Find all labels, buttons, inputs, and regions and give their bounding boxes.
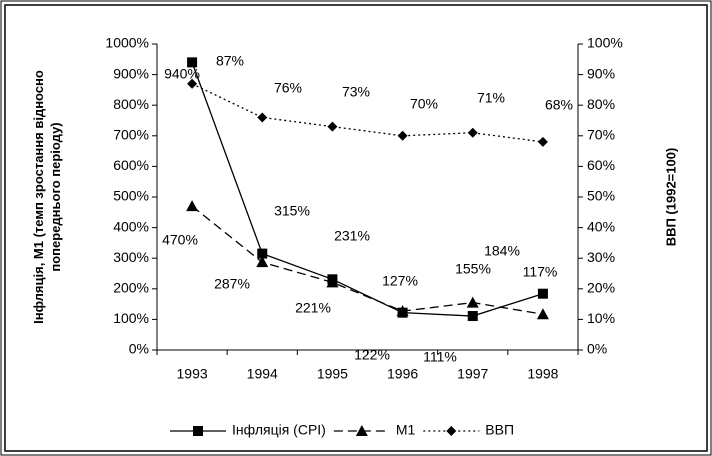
data-label: 940% (164, 66, 200, 82)
y2-tick-label: 50% (587, 188, 615, 204)
data-label: 87% (216, 53, 244, 69)
x-tick-label: 1993 (177, 366, 208, 382)
y2-axis-title: ВВП (1992=100) (663, 148, 678, 247)
data-label: 122% (354, 347, 390, 363)
y2-tick-label: 10% (587, 310, 615, 326)
marker (466, 296, 479, 308)
x-tick-label: 1998 (527, 366, 558, 382)
marker (187, 78, 198, 89)
x-tick-label: 1995 (317, 366, 348, 382)
y-tick-label: 800% (113, 96, 149, 112)
y-axis-title: Інфляція, М1 (темп зростання відносно поп… (31, 70, 63, 324)
marker (396, 305, 409, 317)
marker (537, 136, 548, 147)
marker (446, 426, 457, 436)
data-label: 315% (274, 203, 310, 219)
y2-tick-label: 100% (587, 35, 623, 51)
x-tick-label: 1997 (457, 366, 488, 382)
y2-tick-label: 20% (587, 280, 615, 296)
data-label: 73% (342, 84, 370, 100)
y-axis-title-line: Інфляція, М1 (темп зростання відносно (31, 70, 46, 324)
data-label: 287% (214, 276, 250, 292)
series-line (191, 205, 544, 315)
y-tick-label: 900% (113, 65, 149, 81)
data-label: 155% (455, 261, 491, 277)
y2-tick-label: 60% (587, 157, 615, 173)
y-tick-label: 200% (113, 280, 149, 296)
marker (326, 276, 339, 288)
marker (467, 127, 478, 138)
data-label: 231% (334, 228, 370, 244)
legend-label: М1 (396, 422, 416, 438)
marker (186, 200, 199, 212)
y-tick-label: 400% (113, 218, 149, 234)
data-label: 70% (410, 96, 438, 112)
data-label: 68% (545, 97, 573, 113)
data-label: 470% (162, 232, 198, 248)
data-label: 127% (382, 273, 418, 289)
legend-label: ВВП (485, 422, 514, 438)
y2-tick-label: 90% (587, 65, 615, 81)
marker (355, 425, 368, 436)
y2-tick-label: 80% (587, 96, 615, 112)
y2-tick-label: 40% (587, 218, 615, 234)
data-label: 184% (484, 243, 520, 259)
y-tick-label: 600% (113, 157, 149, 173)
series-line (191, 83, 544, 143)
x-tick-label: 1994 (247, 366, 278, 382)
marker (187, 57, 198, 68)
data-label: 71% (477, 90, 505, 106)
y-tick-label: 100% (113, 310, 149, 326)
y2-tick-label: 0% (587, 341, 607, 357)
marker (193, 426, 203, 436)
marker (256, 256, 269, 268)
series-line (191, 62, 544, 317)
marker (536, 308, 549, 320)
y-tick-label: 500% (113, 188, 149, 204)
y-tick-label: 700% (113, 127, 149, 143)
y-tick-label: 1000% (105, 35, 149, 51)
data-label: 221% (295, 300, 331, 316)
marker (257, 112, 268, 123)
y-tick-label: 300% (113, 249, 149, 265)
marker (327, 121, 338, 132)
y2-tick-label: 70% (587, 127, 615, 143)
marker (467, 311, 478, 322)
x-tick-label: 1996 (387, 366, 418, 382)
y2-tick-label: 30% (587, 249, 615, 265)
legend-label: Інфляція (CPI) (232, 422, 326, 438)
data-label: 76% (274, 80, 302, 96)
marker (397, 130, 408, 141)
data-label: 117% (523, 264, 558, 280)
marker (257, 248, 268, 259)
marker (537, 288, 548, 299)
y-tick-label: 0% (129, 341, 149, 357)
y-axis-title-line: попереднього періоду) (48, 122, 63, 271)
data-label: 111% (423, 349, 457, 365)
inner-border (4, 4, 708, 452)
